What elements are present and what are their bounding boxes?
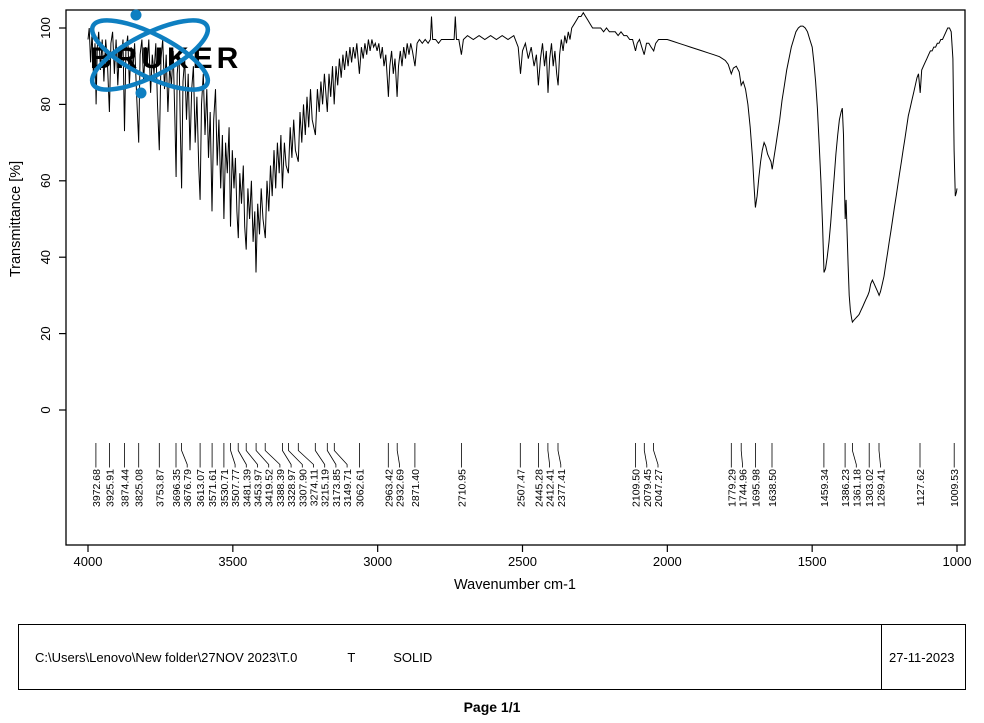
peak-leader-line [255,443,270,468]
peak-leader-line [396,443,400,468]
peak-leader-line [282,443,292,468]
peak-leader-line [230,443,236,468]
bruker-logo: BRUKER [89,9,238,99]
peak-label: 3453.97 [253,469,265,507]
x-tick-label: 1500 [798,554,827,569]
ir-spectrum-plot: BRUKER Wavenumber cm-1 Transmittance [%]… [8,9,972,593]
peak-label: 1303.02 [864,469,876,507]
y-tick-label: 60 [38,174,53,188]
peak-label: 3274.11 [309,469,321,506]
peak-label: 2377.41 [556,469,568,507]
peak-label: 3388.39 [275,469,287,507]
peak-label: 1009.53 [949,469,961,507]
peak-label: 1779.29 [726,469,738,507]
x-tick-label: 3500 [218,554,247,569]
x-axis-ticks: 4000 3500 3000 2500 2000 1500 1000 [74,545,972,569]
peak-label: 1744.96 [738,469,750,507]
peak-leader-line [264,443,281,468]
peak-label: 1127.62 [915,469,927,506]
peak-label: 3530.71 [219,469,231,507]
peak-label: 3307.90 [297,469,309,507]
peak-label: 3613.07 [195,469,207,507]
peak-leader-line [557,443,562,468]
sample-form-text: SOLID [393,649,433,665]
date-text: 27-11-2023 [889,649,955,665]
report-left-cell: C:\Users\Lenovo\New folder\27NOV 2023\T.… [19,625,882,689]
peak-label: 2871.40 [410,469,422,507]
report-info-box: C:\Users\Lenovo\New folder\27NOV 2023\T.… [18,624,966,690]
peak-annotations: 3972.68 3925.91 3874.44 3825.08 3753.87 3696.… [91,443,961,507]
peak-label: 3481.39 [241,469,253,507]
peak-label: 1386.23 [840,469,852,507]
file-path-text: C:\Users\Lenovo\New folder\27NOV 2023\T.… [35,649,298,665]
electron-dot [130,9,142,21]
x-tick-label: 2500 [508,554,537,569]
peak-label: 1459.34 [819,469,831,507]
peak-label: 2412.41 [545,469,557,507]
peak-label: 3062.61 [355,469,367,507]
peak-leader-line [643,443,648,468]
peak-leader-line [237,443,247,468]
peak-leader-line [297,443,314,468]
peak-label: 2109.50 [631,469,643,507]
peak-label: 1269.41 [875,469,887,507]
peak-leader-line [326,443,337,468]
peak-label: 1638.50 [767,469,779,507]
peak-leader-line [653,443,659,468]
report-date-cell: 27-11-2023 [882,625,965,689]
peak-label: 3972.68 [91,469,103,507]
x-axis-title: Wavenumber cm-1 [454,577,576,593]
spectrum-line [87,11,958,324]
peak-leader-line [288,443,303,468]
peak-leader-line [181,443,188,468]
x-tick-label: 3000 [363,554,392,569]
peak-label: 1361.18 [851,469,863,507]
page-indicator: Page 1/1 [463,699,521,715]
x-tick-label: 4000 [74,554,103,569]
peak-leader-line [547,443,550,468]
peak-label: 3419.52 [264,469,276,507]
peak-label: 3753.87 [154,469,166,507]
peak-leader-line [245,443,258,468]
peak-label: 2047.27 [653,469,665,507]
peak-label: 3173.85 [331,469,343,507]
peak-label: 2079.45 [642,469,654,507]
y-tick-label: 20 [38,326,53,340]
x-tick-label: 2000 [653,554,682,569]
peak-label: 3571.61 [207,469,219,507]
technique-text: T [347,649,356,665]
peak-label: 2507.47 [515,469,527,507]
peak-label: 3676.79 [182,469,194,507]
peak-leader-line [878,443,881,468]
peak-label: 3696.35 [171,469,183,507]
y-axis-title: Transmittance [%] [8,161,24,277]
peak-label: 3825.08 [134,469,146,507]
peak-label: 1695.98 [750,469,762,507]
peak-leader-line [852,443,857,468]
peak-label: 2445.28 [533,469,545,507]
peak-label: 3149.71 [342,469,354,507]
peak-leader-line [740,443,743,468]
y-tick-label: 80 [38,97,53,111]
orbit-ellipse [89,18,211,92]
peak-label: 2710.95 [456,469,468,507]
peak-label: 2963.42 [383,469,395,507]
peak-label: 3328.97 [286,469,298,507]
plot-border [65,9,966,546]
peak-leader-line [314,443,326,468]
y-tick-label: 40 [38,250,53,264]
spectrum-curve [87,11,958,324]
peak-label: 3507.77 [230,469,242,507]
peak-label: 3874.44 [119,469,131,507]
peak-label: 2932.69 [395,469,407,507]
peak-label: 3925.91 [105,469,117,507]
y-tick-label: 100 [38,17,53,39]
y-tick-label: 0 [38,406,53,413]
x-tick-label: 1000 [943,554,972,569]
y-axis-ticks: 100 80 60 40 20 0 [38,17,66,414]
peak-label: 3215.19 [320,469,332,507]
peak-leader-line [333,443,348,468]
electron-dot [135,87,147,99]
